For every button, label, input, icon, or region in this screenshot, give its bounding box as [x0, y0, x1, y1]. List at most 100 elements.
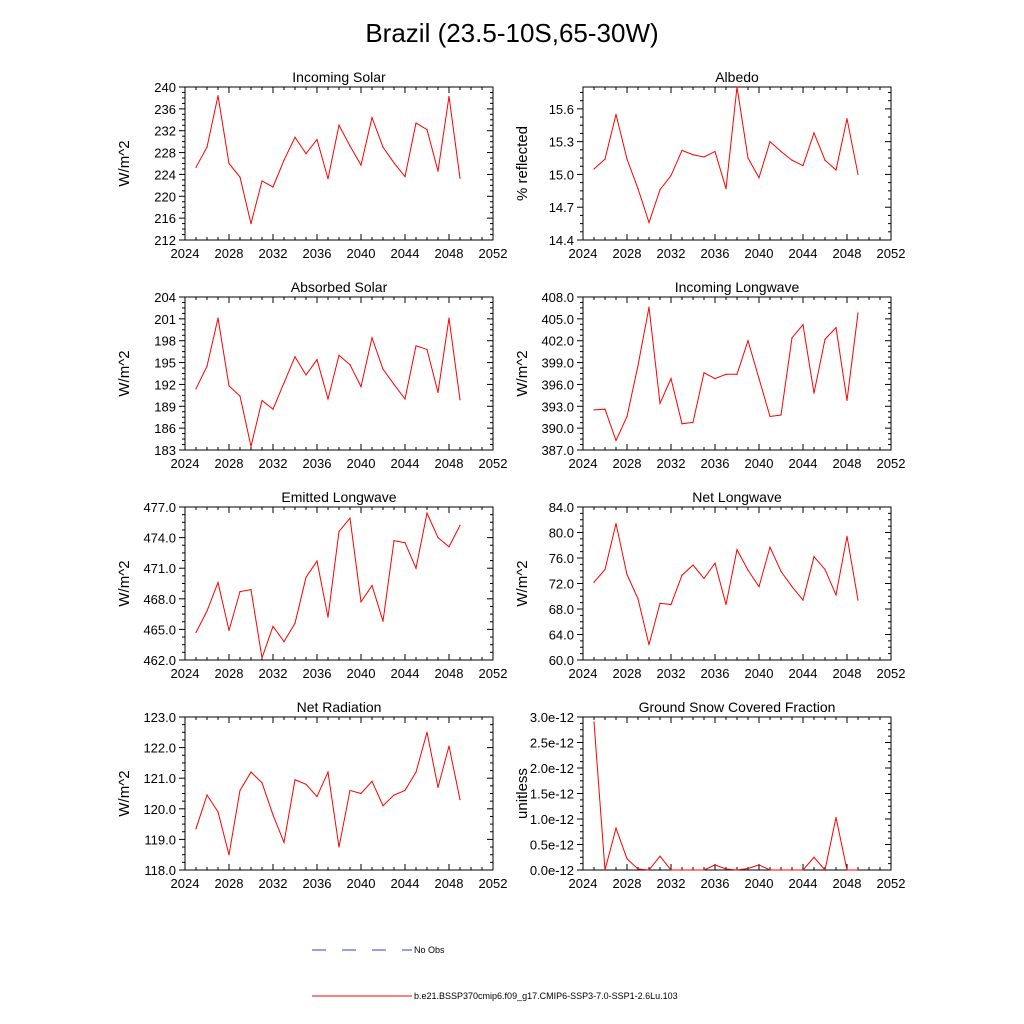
data-point [791, 869, 793, 871]
data-point [802, 599, 804, 601]
data-point [316, 359, 318, 361]
data-point [714, 864, 716, 866]
y-tick-label: 192 [154, 377, 176, 392]
x-tick-label: 2044 [391, 456, 420, 471]
y-tick-label: 118.0 [144, 863, 176, 878]
data-point [725, 188, 727, 190]
data-point [459, 524, 461, 526]
x-tick-label: 2048 [435, 246, 464, 261]
panel-title: Incoming Solar [292, 69, 386, 85]
x-tick-label: 2024 [569, 876, 598, 891]
y-tick-label: 0.0e-12 [530, 863, 574, 878]
y-axis-label: W/m^2 [116, 350, 133, 396]
y-tick-label: 240 [154, 80, 176, 95]
data-point [637, 364, 639, 367]
data-point [648, 869, 650, 871]
y-tick-label: 15.6 [549, 102, 574, 117]
data-point [448, 95, 450, 97]
x-tick-label: 2044 [789, 876, 818, 891]
y-axis-label: % reflected [514, 126, 531, 201]
figure-title: Brazil (23.5-10S,65-30W) [365, 18, 658, 48]
y-axis-label: W/m^2 [514, 560, 531, 606]
x-tick-label: 2044 [391, 246, 420, 261]
y-tick-label: 64.0 [549, 628, 574, 643]
data-point [305, 576, 307, 578]
x-tick-label: 2036 [303, 876, 332, 891]
data-point [714, 150, 716, 153]
data-point [349, 517, 351, 519]
y-tick-label: 84.0 [549, 500, 574, 515]
data-point [604, 869, 606, 871]
data-point [250, 589, 252, 591]
y-tick-label: 405.0 [541, 312, 574, 327]
data-point [747, 867, 749, 870]
data-point [206, 610, 208, 612]
data-point [316, 138, 318, 141]
panel-6: Net Longwave W/m^2 2024 2028 2032 2036 2040 204… [514, 489, 905, 681]
data-point [813, 132, 815, 134]
y-tick-label: 477.0 [143, 500, 176, 515]
data-point [846, 535, 848, 537]
data-point [360, 164, 362, 166]
data-point [239, 395, 241, 397]
x-tick-label: 2036 [701, 456, 730, 471]
x-tick-label: 2032 [259, 456, 288, 471]
data-point [659, 602, 661, 604]
data-point [824, 159, 826, 161]
data-point [791, 586, 793, 588]
data-point [604, 158, 606, 160]
y-tick-label: 201 [154, 312, 176, 327]
data-point [681, 149, 683, 151]
data-point [846, 869, 848, 871]
x-tick-label: 2048 [833, 876, 862, 891]
panel-8: Ground Snow Covered Fraction unitless 2024… [514, 699, 905, 891]
x-tick-label: 2052 [877, 666, 906, 681]
data-point [747, 157, 749, 159]
x-tick-label: 2028 [613, 876, 642, 891]
y-tick-label: 123.0 [143, 710, 176, 725]
legend: No Obs b.e21.BSSP370cmip6.f09_g17.CMIP6-… [312, 945, 678, 1001]
x-tick-label: 2048 [833, 246, 862, 261]
data-point [769, 869, 771, 871]
data-point [250, 223, 252, 225]
data-point [426, 348, 428, 351]
x-tick-label: 2052 [877, 876, 906, 891]
x-tick-label: 2040 [347, 876, 376, 891]
data-point [437, 786, 439, 788]
data-point [593, 409, 595, 411]
data-point [824, 338, 826, 340]
data-point [857, 869, 859, 871]
data-point [437, 537, 439, 539]
series-line [593, 86, 859, 225]
data-point [692, 154, 694, 156]
data-point [846, 118, 848, 120]
legend-model-label: b.e21.BSSP370cmip6.f09_g17.CMIP6-SSP3-7.… [414, 991, 678, 1001]
data-point [305, 374, 307, 376]
data-point [670, 869, 672, 871]
data-point [261, 399, 263, 402]
y-tick-label: 216 [154, 211, 176, 226]
data-point [371, 337, 373, 339]
data-point [802, 324, 804, 326]
data-point [593, 721, 595, 723]
x-tick-label: 2032 [657, 246, 686, 261]
data-point [382, 805, 384, 807]
data-point [802, 869, 804, 871]
data-point [382, 620, 384, 622]
y-tick-label: 212 [154, 233, 176, 248]
x-tick-label: 2048 [833, 456, 862, 471]
x-tick-label: 2040 [347, 246, 376, 261]
data-point [692, 564, 694, 566]
data-point [283, 841, 285, 844]
series-line [593, 523, 859, 645]
data-point [283, 382, 285, 384]
panel-title: Incoming Longwave [675, 279, 800, 295]
data-point [404, 398, 406, 400]
x-tick-label: 2032 [259, 666, 288, 681]
y-tick-label: 14.7 [549, 200, 574, 215]
plot-frame [582, 86, 892, 241]
data-point [791, 337, 793, 339]
y-tick-label: 390.0 [541, 421, 574, 436]
data-point [338, 530, 340, 533]
data-point [780, 150, 782, 153]
